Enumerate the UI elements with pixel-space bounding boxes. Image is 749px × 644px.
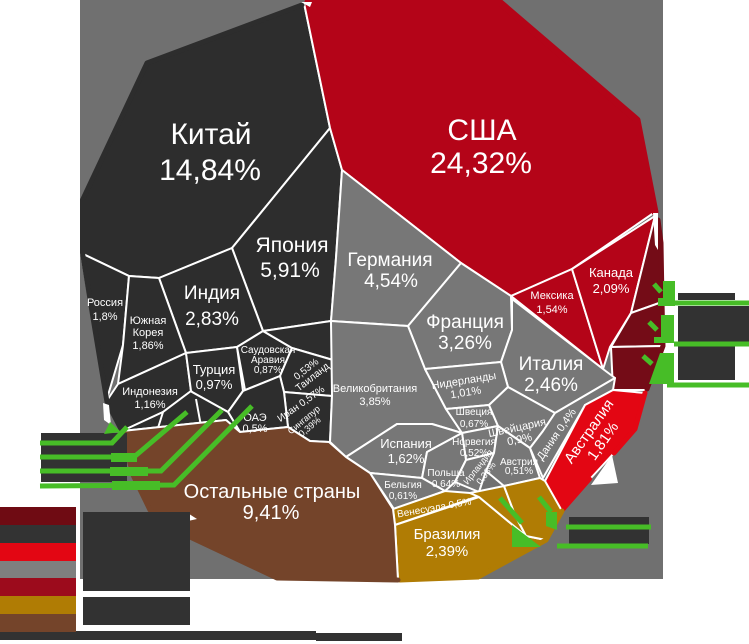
svg-text:2,83%: 2,83% xyxy=(185,309,239,330)
svg-text:2,46%: 2,46% xyxy=(524,375,578,396)
svg-text:0,67%: 0,67% xyxy=(460,419,488,430)
svg-text:Аравия: Аравия xyxy=(251,355,285,366)
svg-text:Корея: Корея xyxy=(133,327,164,339)
svg-text:Великобритания: Великобритания xyxy=(333,383,418,395)
svg-text:Швеция: Швеция xyxy=(456,407,493,418)
svg-text:Польша: Польша xyxy=(427,468,465,479)
svg-text:Австрия: Австрия xyxy=(500,457,538,468)
svg-text:0,51%: 0,51% xyxy=(505,466,533,477)
svg-text:Япония: Япония xyxy=(256,234,329,257)
svg-text:5,91%: 5,91% xyxy=(260,259,320,282)
svg-text:14,84%: 14,84% xyxy=(159,154,261,187)
svg-text:9,41%: 9,41% xyxy=(243,502,300,524)
svg-text:Остальные страны: Остальные страны xyxy=(184,481,361,503)
svg-text:Турция: Турция xyxy=(193,362,236,377)
svg-text:0,61%: 0,61% xyxy=(389,491,417,502)
svg-text:Норвегия: Норвегия xyxy=(452,437,496,448)
svg-text:3,26%: 3,26% xyxy=(438,333,492,354)
svg-text:Россия: Россия xyxy=(87,297,123,309)
svg-text:Индонезия: Индонезия xyxy=(122,386,178,398)
svg-text:2,09%: 2,09% xyxy=(593,281,630,296)
svg-text:1,8%: 1,8% xyxy=(92,311,117,323)
svg-text:0,97%: 0,97% xyxy=(196,377,233,392)
svg-text:0,87%: 0,87% xyxy=(254,365,282,376)
svg-text:Саудовская: Саудовская xyxy=(241,345,296,356)
svg-text:Испания: Испания xyxy=(380,436,432,451)
svg-text:0,52%: 0,52% xyxy=(460,448,488,459)
svg-text:Италия: Италия xyxy=(519,354,584,375)
svg-text:24,32%: 24,32% xyxy=(430,147,532,180)
svg-text:1,62%: 1,62% xyxy=(388,451,425,466)
svg-text:Франция: Франция xyxy=(426,312,504,333)
svg-text:Бельгия: Бельгия xyxy=(384,480,422,491)
svg-text:ОАЭ: ОАЭ xyxy=(243,412,266,424)
svg-text:1,54%: 1,54% xyxy=(536,304,567,316)
svg-text:Канада: Канада xyxy=(589,265,634,280)
svg-text:0,9%: 0,9% xyxy=(506,431,533,448)
svg-text:Мексика: Мексика xyxy=(530,290,574,302)
svg-text:Южная: Южная xyxy=(130,315,167,327)
svg-text:1,16%: 1,16% xyxy=(134,399,165,411)
svg-text:Бразилия: Бразилия xyxy=(414,526,481,543)
svg-text:4,54%: 4,54% xyxy=(364,271,418,292)
svg-text:США: США xyxy=(447,114,516,147)
svg-text:2,39%: 2,39% xyxy=(426,543,469,560)
svg-text:1,86%: 1,86% xyxy=(132,340,163,352)
svg-text:Германия: Германия xyxy=(347,250,432,271)
svg-text:0,64%: 0,64% xyxy=(432,479,460,490)
svg-text:1,01%: 1,01% xyxy=(449,385,482,402)
svg-text:Китай: Китай xyxy=(170,118,251,151)
svg-text:0,5%: 0,5% xyxy=(242,423,267,435)
svg-text:3,85%: 3,85% xyxy=(359,396,390,408)
svg-text:Индия: Индия xyxy=(184,283,240,304)
